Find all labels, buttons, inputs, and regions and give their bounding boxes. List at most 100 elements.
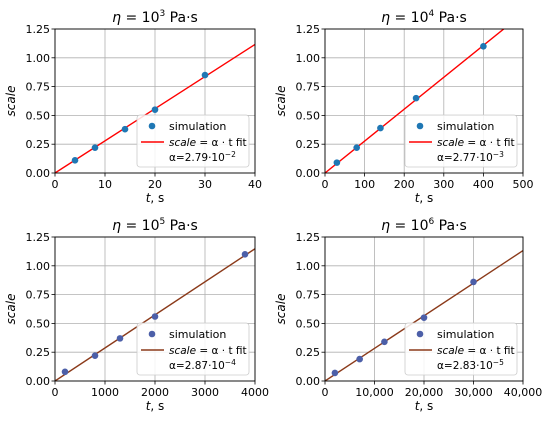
- y-tick-label: 0.00: [296, 375, 321, 388]
- y-tick-label: 0.00: [26, 167, 51, 180]
- y-axis-label: scale: [274, 86, 288, 117]
- legend-marker-simulation: [416, 330, 424, 338]
- y-tick-label: 1.25: [296, 23, 321, 36]
- x-tick-label: 30: [198, 178, 212, 191]
- y-axis-label: scale: [4, 86, 18, 117]
- x-tick-label: 1000: [91, 386, 119, 399]
- chart-title: η = 104 Pa·s: [381, 9, 467, 26]
- y-tick-label: 0.00: [296, 167, 321, 180]
- legend-label-alpha: α=2.77·10−3: [437, 150, 504, 164]
- y-tick-label: 1.00: [296, 52, 321, 65]
- legend-label-fit: scale = α · t fit: [169, 137, 247, 149]
- x-tick-label: 10,000: [355, 386, 394, 399]
- x-axis-label: t, s: [415, 191, 434, 205]
- legend-label-simulation: simulation: [437, 328, 494, 341]
- simulation-point-3: [116, 335, 124, 342]
- y-tick-label: 0.75: [26, 289, 51, 302]
- x-tick-label: 0: [322, 386, 329, 399]
- legend-marker-simulation: [148, 122, 156, 130]
- y-axis-label: scale: [274, 294, 288, 325]
- legend-label-fit: scale = α · t fit: [437, 137, 515, 149]
- simulation-point-4: [151, 106, 159, 113]
- legend-label-alpha: α=2.79·10−2: [169, 150, 236, 164]
- y-tick-label: 1.00: [26, 52, 51, 65]
- simulation-point-3: [121, 125, 129, 133]
- x-tick-label: 200: [394, 178, 415, 191]
- legend-label-fit: scale = α · t fit: [169, 345, 247, 357]
- simulation-point-2: [91, 352, 99, 359]
- chart-panel-1: 0 10 20 30 40 0.00 0.25 0.50 0.75 1.00 1.25 η = 103…: [4, 9, 262, 205]
- simulation-point-3: [381, 338, 388, 346]
- x-tick-label: 2000: [141, 386, 169, 399]
- simulation-point-5: [201, 71, 209, 79]
- y-tick-label: 0.75: [296, 81, 321, 94]
- simulation-point-1: [71, 157, 79, 164]
- y-tick-label: 0.25: [296, 346, 321, 359]
- y-tick-label: 1.00: [26, 260, 51, 273]
- y-tick-label: 1.25: [296, 231, 321, 244]
- simulation-point-5: [480, 42, 487, 50]
- x-axis-label: t, s: [146, 399, 165, 413]
- x-tick-label: 400: [473, 178, 494, 191]
- simulation-point-4: [412, 94, 420, 102]
- simulation-point-2: [91, 144, 99, 151]
- x-tick-label: 10: [98, 178, 112, 191]
- chart-panel-3: 0 1000 2000 3000 4000 0.00 0.25 0.50 0.75 1.00 1.2…: [4, 217, 269, 413]
- simulation-point-2: [353, 144, 360, 151]
- simulation-point-1: [333, 159, 341, 166]
- y-tick-label: 1.25: [26, 23, 51, 36]
- y-tick-label: 0.50: [26, 317, 51, 330]
- legend-label-simulation: simulation: [169, 120, 226, 133]
- chart-panel-4: 0 10,000 20,000 30,000 40,000 0.00 0.25 0.50 0.7…: [274, 217, 542, 413]
- simulation-point-3: [377, 124, 384, 132]
- x-tick-label: 20,000: [405, 386, 444, 399]
- legend-marker-simulation: [148, 330, 156, 338]
- simulation-point-5: [470, 278, 477, 286]
- y-tick-label: 0.50: [26, 109, 51, 122]
- x-tick-label: 0: [322, 178, 329, 191]
- y-tick-label: 0.00: [26, 375, 51, 388]
- legend-marker-simulation: [416, 122, 424, 130]
- legend-label-alpha: α=2.87·10−4: [169, 358, 236, 372]
- legend-label-fit: scale = α · t fit: [437, 345, 515, 357]
- x-tick-label: 300: [433, 178, 454, 191]
- legend-label-simulation: simulation: [169, 328, 226, 341]
- y-tick-label: 0.25: [296, 138, 321, 151]
- y-tick-label: 0.50: [296, 317, 321, 330]
- y-tick-label: 0.50: [296, 109, 321, 122]
- x-tick-label: 0: [52, 386, 59, 399]
- y-tick-label: 0.75: [296, 289, 321, 302]
- legend-label-alpha: α=2.83·10−5: [437, 358, 504, 372]
- x-tick-label: 40: [248, 178, 262, 191]
- y-tick-label: 0.75: [26, 81, 51, 94]
- x-tick-label: 40,000: [504, 386, 543, 399]
- y-tick-label: 1.00: [296, 260, 321, 273]
- simulation-point-1: [331, 369, 339, 377]
- simulation-point-5: [241, 250, 249, 258]
- chart-title: η = 105 Pa·s: [112, 217, 198, 234]
- simulation-point-4: [151, 313, 159, 320]
- legend-box: [404, 114, 518, 168]
- x-tick-label: 3000: [191, 386, 219, 399]
- x-axis-label: t, s: [146, 191, 165, 205]
- chart-panel-2: 0 100 200 300 400 500 0.00 0.25 0.50 0.75 1.00 1.25…: [274, 9, 534, 205]
- simulation-point-2: [356, 355, 363, 363]
- y-tick-label: 0.25: [26, 346, 51, 359]
- simulation-point-1: [61, 368, 69, 376]
- x-axis-label: t, s: [415, 399, 434, 413]
- legend-box: [136, 114, 250, 168]
- y-tick-label: 0.25: [26, 138, 51, 151]
- chart-title: η = 103 Pa·s: [112, 9, 198, 26]
- chart-title: η = 106 Pa·s: [381, 217, 467, 234]
- x-tick-label: 500: [513, 178, 534, 191]
- x-tick-label: 20: [148, 178, 162, 191]
- legend-label-simulation: simulation: [437, 120, 494, 133]
- simulation-point-4: [420, 314, 428, 321]
- y-axis-label: scale: [4, 294, 18, 325]
- axes-frame: [324, 28, 524, 174]
